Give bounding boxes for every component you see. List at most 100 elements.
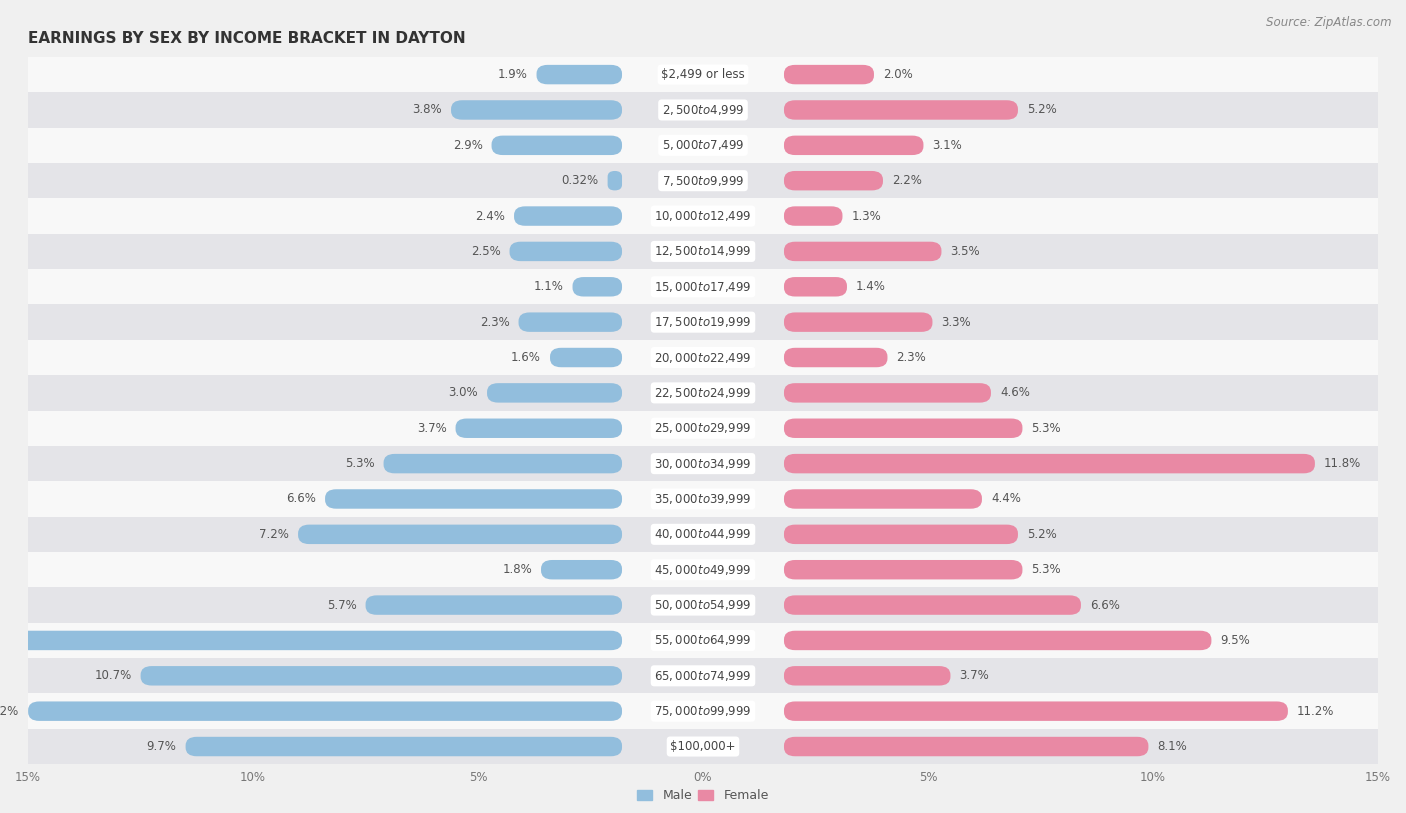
Text: 1.9%: 1.9% [498, 68, 527, 81]
FancyBboxPatch shape [785, 65, 875, 85]
FancyBboxPatch shape [785, 312, 932, 332]
FancyBboxPatch shape [785, 702, 1288, 721]
Text: 7.2%: 7.2% [259, 528, 290, 541]
Bar [28, 198, 1378, 234]
FancyBboxPatch shape [785, 454, 1315, 473]
Text: $10,000 to $12,499: $10,000 to $12,499 [654, 209, 752, 223]
Text: 1.3%: 1.3% [852, 210, 882, 223]
FancyBboxPatch shape [785, 419, 1022, 438]
Text: Source: ZipAtlas.com: Source: ZipAtlas.com [1267, 16, 1392, 29]
FancyBboxPatch shape [492, 136, 621, 155]
Text: 0.32%: 0.32% [561, 174, 599, 187]
Text: 1.6%: 1.6% [512, 351, 541, 364]
Bar [28, 163, 1378, 198]
FancyBboxPatch shape [456, 419, 621, 438]
Text: 5.3%: 5.3% [1032, 422, 1062, 435]
Bar [28, 693, 1378, 729]
Text: $17,500 to $19,999: $17,500 to $19,999 [654, 315, 752, 329]
Text: 5.7%: 5.7% [326, 598, 357, 611]
Text: 3.0%: 3.0% [449, 386, 478, 399]
Bar [28, 552, 1378, 587]
Text: EARNINGS BY SEX BY INCOME BRACKET IN DAYTON: EARNINGS BY SEX BY INCOME BRACKET IN DAY… [28, 31, 465, 46]
Text: 6.6%: 6.6% [1090, 598, 1119, 611]
Bar [28, 411, 1378, 446]
FancyBboxPatch shape [785, 241, 942, 261]
Bar [28, 269, 1378, 304]
FancyBboxPatch shape [515, 207, 621, 226]
Text: 11.2%: 11.2% [1296, 705, 1334, 718]
FancyBboxPatch shape [141, 666, 621, 685]
Text: $22,500 to $24,999: $22,500 to $24,999 [654, 386, 752, 400]
Text: $2,500 to $4,999: $2,500 to $4,999 [662, 103, 744, 117]
Text: $5,000 to $7,499: $5,000 to $7,499 [662, 138, 744, 152]
Text: 5.3%: 5.3% [344, 457, 374, 470]
Bar [28, 57, 1378, 92]
Bar [28, 481, 1378, 517]
Text: 9.5%: 9.5% [1220, 634, 1250, 647]
Text: $25,000 to $29,999: $25,000 to $29,999 [654, 421, 752, 435]
FancyBboxPatch shape [186, 737, 621, 756]
FancyBboxPatch shape [785, 666, 950, 685]
Text: 4.6%: 4.6% [1000, 386, 1029, 399]
Text: 11.8%: 11.8% [1324, 457, 1361, 470]
FancyBboxPatch shape [785, 383, 991, 402]
Bar [28, 587, 1378, 623]
FancyBboxPatch shape [785, 595, 1081, 615]
FancyBboxPatch shape [486, 383, 621, 402]
Text: 3.7%: 3.7% [959, 669, 990, 682]
FancyBboxPatch shape [298, 524, 621, 544]
Bar [28, 376, 1378, 411]
FancyBboxPatch shape [366, 595, 621, 615]
FancyBboxPatch shape [550, 348, 621, 367]
Bar [28, 446, 1378, 481]
Text: 1.1%: 1.1% [534, 280, 564, 293]
Text: $2,499 or less: $2,499 or less [661, 68, 745, 81]
FancyBboxPatch shape [541, 560, 621, 580]
Text: $15,000 to $17,499: $15,000 to $17,499 [654, 280, 752, 293]
Text: $7,500 to $9,999: $7,500 to $9,999 [662, 174, 744, 188]
FancyBboxPatch shape [785, 348, 887, 367]
FancyBboxPatch shape [785, 560, 1022, 580]
Text: $65,000 to $74,999: $65,000 to $74,999 [654, 669, 752, 683]
Text: 5.3%: 5.3% [1032, 563, 1062, 576]
Text: $45,000 to $49,999: $45,000 to $49,999 [654, 563, 752, 576]
FancyBboxPatch shape [0, 631, 621, 650]
Text: 2.3%: 2.3% [897, 351, 927, 364]
Text: 2.5%: 2.5% [471, 245, 501, 258]
FancyBboxPatch shape [785, 171, 883, 190]
Text: $40,000 to $44,999: $40,000 to $44,999 [654, 528, 752, 541]
Text: 2.2%: 2.2% [891, 174, 922, 187]
Text: $100,000+: $100,000+ [671, 740, 735, 753]
FancyBboxPatch shape [785, 207, 842, 226]
Text: 1.4%: 1.4% [856, 280, 886, 293]
FancyBboxPatch shape [519, 312, 621, 332]
Text: 10.7%: 10.7% [94, 669, 132, 682]
FancyBboxPatch shape [785, 136, 924, 155]
Text: 6.6%: 6.6% [287, 493, 316, 506]
FancyBboxPatch shape [785, 524, 1018, 544]
Text: $50,000 to $54,999: $50,000 to $54,999 [654, 598, 752, 612]
Bar [28, 233, 1378, 269]
FancyBboxPatch shape [785, 277, 846, 297]
Text: $30,000 to $34,999: $30,000 to $34,999 [654, 457, 752, 471]
Text: 3.1%: 3.1% [932, 139, 962, 152]
FancyBboxPatch shape [28, 702, 621, 721]
FancyBboxPatch shape [572, 277, 621, 297]
Bar [28, 304, 1378, 340]
Bar [28, 340, 1378, 375]
Text: 2.9%: 2.9% [453, 139, 482, 152]
FancyBboxPatch shape [607, 171, 621, 190]
FancyBboxPatch shape [785, 631, 1212, 650]
FancyBboxPatch shape [325, 489, 621, 509]
Text: 9.7%: 9.7% [146, 740, 177, 753]
Text: 3.5%: 3.5% [950, 245, 980, 258]
Bar [28, 659, 1378, 693]
FancyBboxPatch shape [537, 65, 621, 85]
FancyBboxPatch shape [451, 100, 621, 120]
Text: 2.0%: 2.0% [883, 68, 912, 81]
Text: $35,000 to $39,999: $35,000 to $39,999 [654, 492, 752, 506]
Text: 3.3%: 3.3% [942, 315, 972, 328]
Bar [28, 623, 1378, 659]
FancyBboxPatch shape [785, 737, 1149, 756]
Text: 5.2%: 5.2% [1026, 103, 1057, 116]
